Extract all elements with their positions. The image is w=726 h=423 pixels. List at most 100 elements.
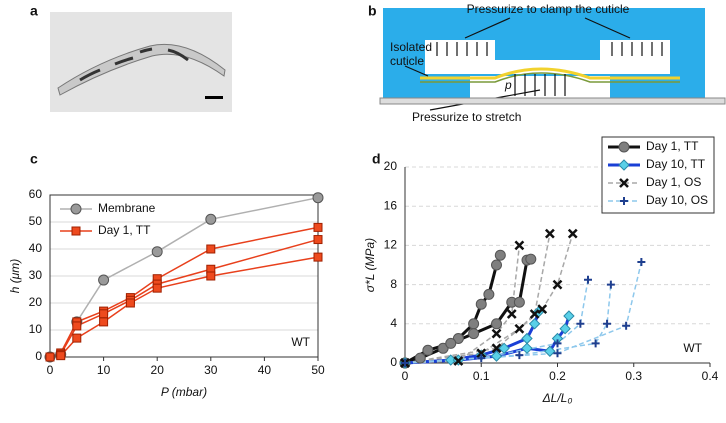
point [205, 213, 217, 225]
point [152, 283, 162, 293]
y-tick-label: 50 [29, 214, 43, 228]
y-tick-label: 60 [29, 187, 43, 201]
point [452, 333, 464, 344]
point [603, 319, 612, 328]
y-tick-label: 4 [390, 316, 397, 330]
x-tick-label: 0.1 [473, 369, 490, 383]
y-tick-label: 20 [29, 295, 43, 309]
point [490, 350, 503, 362]
point [99, 309, 109, 319]
point [475, 298, 487, 310]
annotation: WT [683, 341, 702, 355]
point [468, 318, 480, 330]
legend-marker [71, 226, 81, 236]
x-tick-label: 30 [204, 363, 218, 377]
point [468, 328, 480, 340]
annotation: WT [291, 335, 310, 349]
point [637, 258, 646, 267]
point [72, 333, 82, 343]
panel-label: d [372, 151, 381, 167]
legend-label: Day 1, OS [646, 175, 701, 189]
x-tick-label: 10 [97, 363, 111, 377]
x-tick-label: 0.4 [702, 369, 719, 383]
point [72, 321, 82, 331]
y-tick-label: 10 [29, 322, 43, 336]
y-tick-label: 0 [35, 349, 42, 363]
legend-label: Day 1, TT [646, 139, 699, 153]
point [56, 351, 66, 361]
legend-marker [70, 203, 82, 215]
panel-label: c [30, 151, 38, 167]
point [576, 319, 585, 328]
y-tick-label: 12 [384, 238, 398, 252]
series-line [49, 238, 319, 358]
x-tick-label: 50 [311, 363, 325, 377]
point [591, 339, 600, 348]
point [521, 342, 533, 355]
diagram-label: Pressurize to stretch [412, 110, 521, 124]
point [528, 318, 541, 330]
point [514, 240, 525, 251]
y-tick-label: 8 [390, 277, 397, 291]
diagram-label: Isolated [390, 40, 432, 54]
point [515, 351, 524, 360]
x-axis-label: P (mbar) [161, 385, 207, 399]
point [313, 252, 323, 262]
legend-marker [619, 178, 629, 188]
point [622, 321, 631, 330]
legend-marker [618, 141, 630, 153]
x-tick-label: 0.2 [549, 369, 566, 383]
point [491, 343, 502, 354]
point [445, 337, 457, 349]
point [476, 348, 487, 359]
legend-label: Day 10, OS [646, 193, 708, 207]
y-tick-label: 16 [384, 198, 398, 212]
point [544, 345, 556, 357]
point [491, 259, 502, 271]
point [483, 288, 495, 300]
series-line [404, 315, 571, 365]
diagram-label: p [504, 78, 512, 92]
point [491, 318, 502, 330]
point [537, 304, 548, 314]
point [559, 322, 571, 335]
point [437, 342, 449, 354]
y-tick-label: 0 [390, 355, 397, 369]
point [553, 339, 562, 348]
series-line [49, 256, 319, 358]
y-tick-label: 20 [384, 159, 398, 173]
device-diagram: Pressurize to clamp the cuticle Isolated… [379, 2, 726, 124]
x-tick-label: 0.3 [625, 369, 642, 383]
panel-label: a [30, 3, 38, 19]
point [494, 249, 506, 261]
point [313, 235, 323, 245]
point [552, 279, 563, 290]
point [312, 192, 324, 204]
series-line [49, 226, 319, 358]
point [477, 354, 486, 363]
x-axis-label: ΔL/L₀ [542, 391, 573, 405]
micrograph [50, 12, 232, 112]
point [584, 275, 592, 284]
legend-marker [618, 159, 630, 171]
point [567, 228, 578, 239]
point [514, 323, 525, 334]
point [544, 228, 555, 239]
x-tick-label: 0 [402, 369, 409, 383]
point [506, 309, 517, 319]
legend-label: Day 1, TT [98, 223, 151, 237]
point [401, 359, 409, 367]
point [453, 356, 464, 366]
panel-label: b [368, 3, 377, 19]
point [498, 342, 510, 355]
y-axis-label: h (μm) [8, 259, 22, 294]
point [422, 344, 434, 356]
series-line [404, 233, 551, 364]
point [206, 271, 216, 281]
y-axis-label: σ*L (MPa) [363, 238, 377, 292]
diagram-label: cuticle [390, 54, 424, 68]
point [414, 352, 426, 364]
legend-label: Day 10, TT [646, 157, 706, 171]
legend-marker [620, 197, 628, 205]
